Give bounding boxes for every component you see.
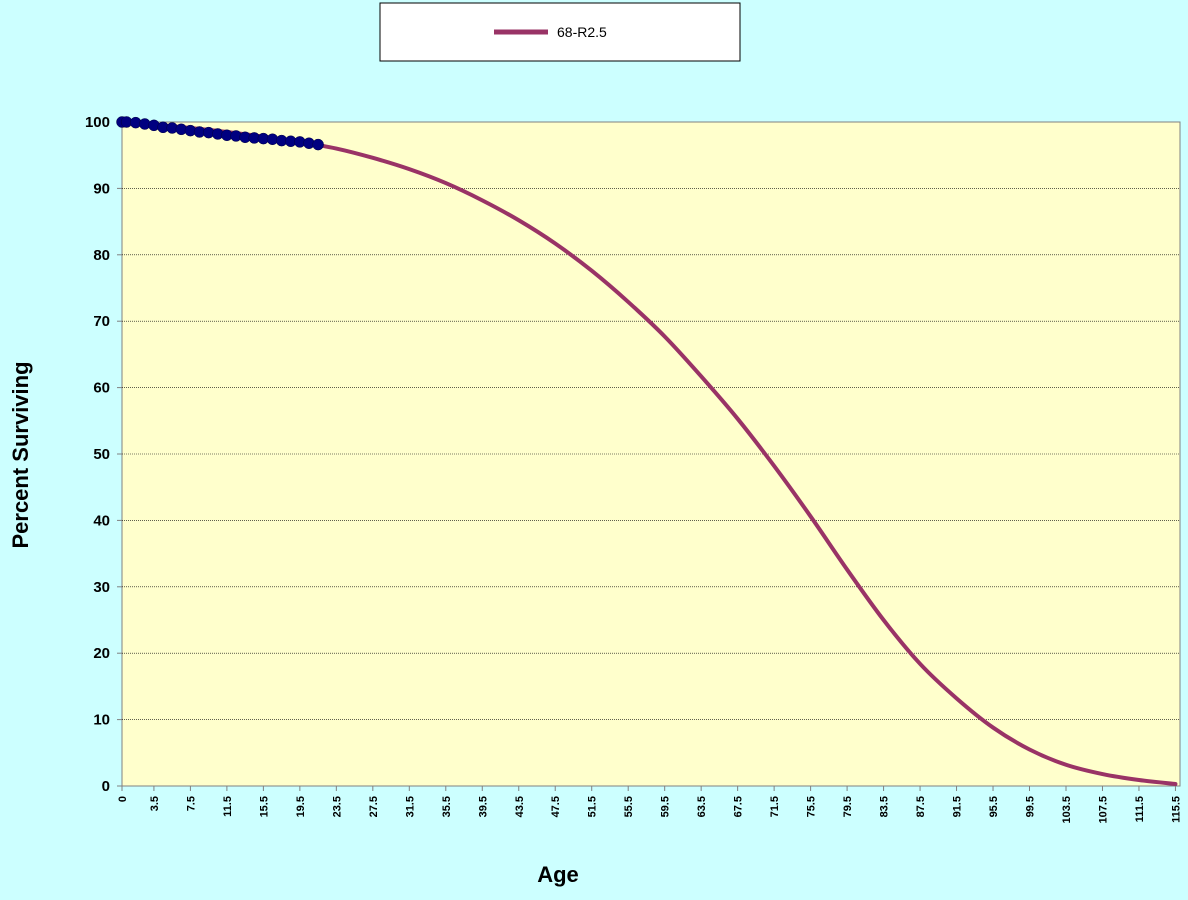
y-tick-label: 10 bbox=[93, 712, 110, 729]
y-tick-label: 30 bbox=[93, 579, 110, 596]
y-tick-label: 70 bbox=[93, 313, 110, 330]
y-tick-label: 60 bbox=[93, 380, 110, 397]
x-tick-label: 43.5 bbox=[514, 796, 526, 817]
x-tick-label: 19.5 bbox=[295, 796, 307, 817]
x-tick-label: 27.5 bbox=[368, 796, 380, 817]
y-tick-label: 40 bbox=[93, 512, 110, 529]
x-tick-label: 31.5 bbox=[404, 796, 416, 817]
x-tick-label: 7.5 bbox=[185, 796, 197, 811]
x-tick-label: 103.5 bbox=[1061, 796, 1073, 824]
x-tick-label: 0 bbox=[117, 796, 129, 802]
legend-box bbox=[379, 2, 741, 62]
y-tick-label: 50 bbox=[93, 446, 110, 463]
x-tick-label: 79.5 bbox=[842, 796, 854, 817]
x-tick-label: 15.5 bbox=[258, 796, 270, 817]
x-tick-label: 59.5 bbox=[660, 796, 672, 817]
y-tick-label: 0 bbox=[102, 778, 110, 795]
legend-label: 68-R2.5 bbox=[557, 24, 607, 40]
x-tick-label: 99.5 bbox=[1025, 796, 1037, 817]
y-tick-label: 90 bbox=[93, 180, 110, 197]
x-tick-label: 83.5 bbox=[879, 796, 891, 817]
x-tick-label: 47.5 bbox=[550, 796, 562, 817]
x-tick-label: 3.5 bbox=[149, 796, 161, 811]
x-tick-label: 95.5 bbox=[988, 796, 1000, 817]
x-tick-label: 23.5 bbox=[331, 796, 343, 817]
x-tick-label: 71.5 bbox=[769, 796, 781, 817]
x-tick-label: 115.5 bbox=[1170, 796, 1182, 823]
x-tick-label: 35.5 bbox=[441, 796, 453, 817]
x-tick-label: 51.5 bbox=[587, 796, 599, 817]
x-tick-label: 11.5 bbox=[222, 796, 234, 817]
x-axis-label: Age bbox=[537, 862, 579, 887]
legend: 68-R2.5 bbox=[379, 2, 741, 62]
y-tick-label: 20 bbox=[93, 645, 110, 662]
x-tick-label: 111.5 bbox=[1134, 796, 1146, 822]
data-point bbox=[312, 138, 324, 151]
y-axis-label: Percent Surviving bbox=[8, 361, 33, 548]
x-tick-label: 55.5 bbox=[623, 796, 635, 817]
x-tick-label: 39.5 bbox=[477, 796, 489, 817]
x-tick-label: 63.5 bbox=[696, 796, 708, 817]
x-tick-label: 67.5 bbox=[733, 796, 745, 817]
x-tick-label: 87.5 bbox=[915, 796, 927, 817]
y-tick-label: 80 bbox=[93, 247, 110, 264]
x-tick-label: 91.5 bbox=[952, 796, 964, 817]
x-tick-label: 75.5 bbox=[806, 796, 818, 817]
x-tick-label: 107.5 bbox=[1097, 796, 1109, 824]
y-tick-label: 100 bbox=[85, 114, 110, 131]
